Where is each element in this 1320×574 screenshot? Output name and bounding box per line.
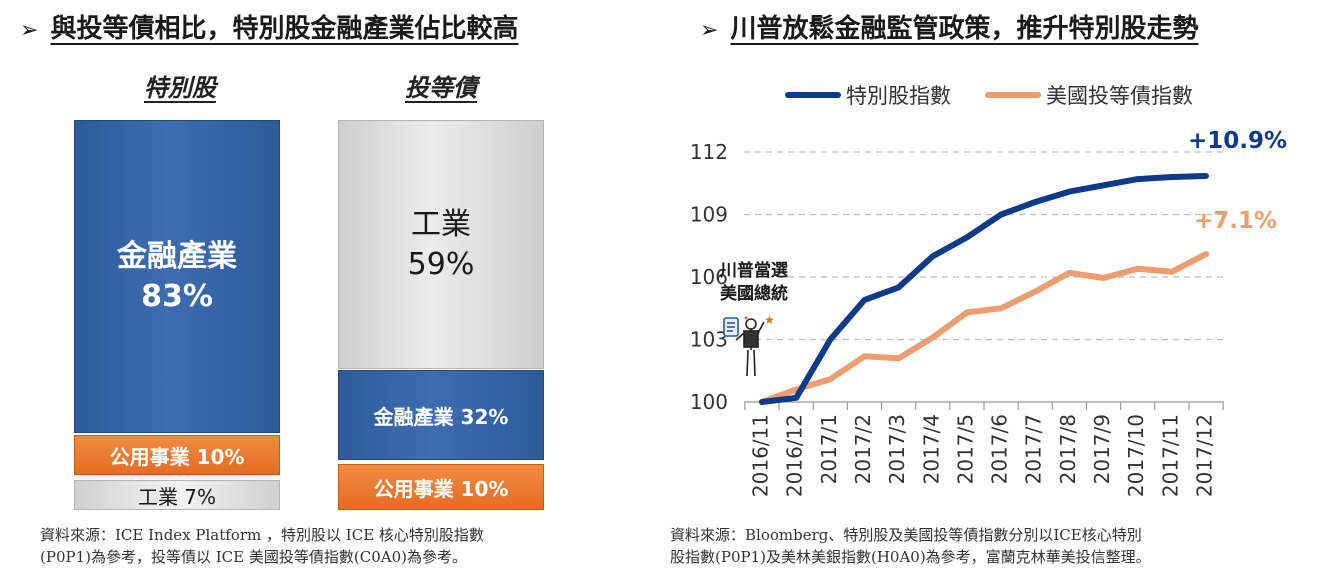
series-line-ig-bond-index xyxy=(759,251,1209,405)
source-line: 股指數(P0P1)及美林美銀指數(H0A0)為參考，富蘭克林華美投信整理。 xyxy=(670,548,1151,566)
legend: 特別股指數 美國投等債指數 xyxy=(785,84,1193,108)
axes: 100 103 106 109 112 2016/11 2016/12 2017/1 2017/… xyxy=(690,140,1224,497)
x-tick-label: 2017/5 xyxy=(953,414,977,484)
ig-industrials-segment: 工業 59% xyxy=(338,120,544,369)
preferred-stack-bar: 金融產業 83% 公用事業 10% 工業 7% xyxy=(74,120,280,510)
segment-label: 工業 7% xyxy=(137,484,217,509)
right-heading: ➢ 川普放鬆金融監管政策，推升特別股走勢 xyxy=(700,8,1198,45)
x-tick-label: 2017/10 xyxy=(1124,414,1148,497)
segment-value: 59% xyxy=(407,246,475,282)
series-end-label: +7.1% xyxy=(1194,208,1277,234)
left-panel: ➢ 與投等債相比，特別股金融產業佔比較高 特別股 投等債 金融產業 83% 公用事… xyxy=(0,0,640,574)
x-tick-label: 2017/3 xyxy=(885,414,909,484)
annotation-line: 美國總統 xyxy=(720,283,788,304)
segment-label: 公用事業 10% xyxy=(373,476,509,501)
y-tick-label: 100 xyxy=(690,390,728,414)
preferred-utilities-segment: 公用事業 10% xyxy=(74,435,280,475)
end-labels: +10.9% +7.1% xyxy=(1188,128,1287,234)
x-tick-label: 2017/1 xyxy=(817,414,841,484)
x-tick-label: 2017/6 xyxy=(988,414,1012,484)
arrow-bullet-icon: ➢ xyxy=(20,18,39,43)
left-heading: ➢ 與投等債相比，特別股金融產業佔比較高 xyxy=(20,8,518,45)
source-line: (P0P1)為參考，投等債以 ICE 美國投等債指數(C0A0)為參考。 xyxy=(40,548,467,566)
ig-utilities-segment: 公用事業 10% xyxy=(338,464,544,510)
y-tick-label: 103 xyxy=(690,328,728,352)
y-tick-label: 112 xyxy=(690,140,728,164)
x-tick-label: 2017/8 xyxy=(1056,414,1080,484)
source-line: 資料來源：Bloomberg、特別股及美國投等債指數分別以ICE核心特別 xyxy=(670,526,1142,544)
arrow-bullet-icon: ➢ xyxy=(700,18,719,43)
series-lines xyxy=(759,173,1209,405)
line-chart: 100 103 106 109 112 2016/11 2016/12 2017/1 2017/… xyxy=(690,84,1287,497)
annotation-line: 川普當選 xyxy=(719,260,788,281)
x-tick-label: 2017/7 xyxy=(1022,414,1046,484)
y-tick-label: 106 xyxy=(690,265,728,289)
x-tick-label: 2017/11 xyxy=(1158,414,1182,497)
segment-label: 金融產業 xyxy=(117,238,237,274)
svg-text:★: ★ xyxy=(764,313,775,327)
legend-label: 特別股指數 xyxy=(846,84,951,108)
x-tick-label: 2016/11 xyxy=(749,414,773,497)
preferred-financials-segment: 金融產業 83% xyxy=(74,120,280,433)
x-tick-label: 2017/9 xyxy=(1090,414,1114,484)
segment-label: 工業 xyxy=(411,206,471,242)
gridlines xyxy=(744,151,1224,341)
source-line: 資料來源：ICE Index Platform ，特別股以 ICE 核心特別股指… xyxy=(40,526,484,544)
segment-value: 83% xyxy=(141,278,213,314)
x-tick-label: 2017/2 xyxy=(851,414,875,484)
right-source-note: 資料來源：Bloomberg、特別股及美國投等債指數分別以ICE核心特別 股指數… xyxy=(670,524,1151,568)
segment-label: 公用事業 10% xyxy=(109,444,245,469)
left-source-note: 資料來源：ICE Index Platform ，特別股以 ICE 核心特別股指… xyxy=(40,524,484,568)
person-speech-icon: ★ xyxy=(723,313,775,377)
legend-label: 美國投等債指數 xyxy=(1046,84,1193,108)
x-tick-label: 2016/12 xyxy=(783,414,807,497)
segment-label: 金融產業 32% xyxy=(373,404,509,429)
investment-grade-stack-bar: 工業 59% 金融產業 32% 公用事業 10% xyxy=(338,120,544,510)
right-heading-text: 川普放鬆金融監管政策，推升特別股走勢 xyxy=(730,14,1199,44)
column-title-investment-grade: 投等債 xyxy=(405,74,477,102)
right-panel: ➢ 川普放鬆金融監管政策，推升特別股走勢 100 103 106 109 112 2016/… xyxy=(640,0,1320,574)
x-tick-label: 2017/4 xyxy=(919,414,943,484)
series-end-label: +10.9% xyxy=(1188,128,1287,154)
ig-financials-segment: 金融產業 32% xyxy=(338,370,544,460)
y-tick-label: 109 xyxy=(690,203,728,227)
column-title-preferred: 特別股 xyxy=(144,74,216,102)
series-line-preferred-index xyxy=(759,173,1209,405)
x-tick-label: 2017/12 xyxy=(1193,414,1217,497)
preferred-industrials-segment: 工業 7% xyxy=(74,480,280,510)
left-heading-text: 與投等債相比，特別股金融產業佔比較高 xyxy=(50,14,519,44)
